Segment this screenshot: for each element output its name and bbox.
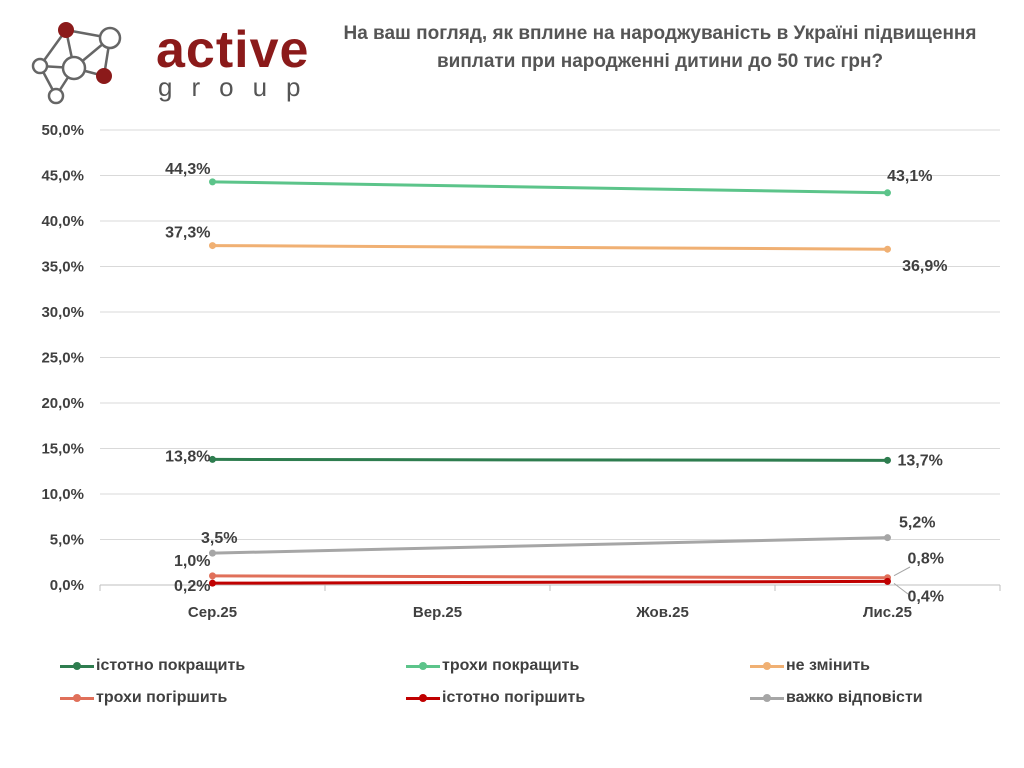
legend: істотно покращить трохи покращить не зміни… — [60, 654, 1020, 724]
data-label: 0,2% — [174, 578, 210, 595]
data-label: 36,9% — [902, 258, 947, 275]
legend-swatch — [750, 693, 784, 702]
data-point — [884, 577, 891, 585]
data-point — [209, 579, 216, 587]
data-point — [209, 178, 216, 186]
data-point — [209, 572, 216, 580]
legend-item: не змінить — [750, 654, 870, 678]
legend-item: істотно погіршить — [406, 686, 585, 710]
y-tick-label: 50,0% — [41, 122, 84, 139]
data-point — [209, 242, 216, 250]
legend-swatch — [406, 693, 440, 702]
data-label: 5,2% — [899, 515, 935, 532]
data-labels: 13,8% 13,7% 44,3% 43,1% 37,3% 36,9% 1,0% 0,8% 0,… — [165, 161, 947, 605]
series-line — [212, 244, 888, 251]
data-point — [884, 245, 891, 253]
legend-item: трохи покращить — [406, 654, 579, 678]
series-line — [212, 536, 888, 555]
leader-line — [893, 566, 911, 577]
y-tick-label: 35,0% — [41, 259, 84, 276]
data-label: 13,7% — [898, 452, 943, 469]
data-label: 0,4% — [908, 588, 944, 605]
x-tick-label: Вер.25 — [413, 604, 462, 621]
y-tick-label: 20,0% — [41, 395, 84, 412]
data-point — [884, 456, 891, 464]
chart-title: На ваш погляд, як вплине на народжуваніс… — [343, 23, 977, 72]
series-line — [212, 574, 888, 580]
data-label: 3,5% — [201, 530, 237, 547]
legend-item: істотно покращить — [60, 654, 245, 678]
data-point — [884, 189, 891, 197]
data-point — [209, 455, 216, 463]
legend-swatch — [750, 661, 784, 670]
legend-label: не змінить — [786, 657, 871, 674]
x-tick-label: Лис.25 — [863, 604, 912, 621]
y-tick-label: 10,0% — [41, 486, 84, 503]
data-label: 0,8% — [908, 551, 944, 568]
x-tick-label: Сер.25 — [188, 604, 237, 621]
legend-label: істотно погіршить — [442, 689, 586, 706]
series-group — [209, 178, 891, 587]
data-label: 37,3% — [165, 225, 210, 242]
legend-label: трохи погіршить — [96, 689, 228, 706]
logo-network-icon — [31, 22, 122, 105]
y-axis: 0,0% 5,0% 10,0% 15,0% 20,0% 25,0% 30,0% 35,0% 40… — [41, 122, 84, 594]
series-line — [212, 180, 888, 195]
series-line — [212, 457, 888, 462]
y-tick-label: 40,0% — [41, 213, 84, 230]
leader-line — [893, 582, 909, 595]
y-tick-label: 5,0% — [50, 532, 84, 549]
data-label: 43,1% — [887, 168, 932, 185]
line-chart: 0,0% 5,0% 10,0% 15,0% 20,0% 25,0% 30,0% 35,0% 40… — [41, 122, 1001, 621]
data-point — [884, 534, 891, 542]
y-tick-label: 15,0% — [41, 441, 84, 458]
legend-swatch — [406, 661, 440, 670]
logo-subword: group — [158, 72, 320, 102]
logo-wordmark: active — [156, 21, 310, 79]
y-tick-label: 30,0% — [41, 304, 84, 321]
legend-swatch — [60, 661, 94, 670]
logo: active group — [18, 14, 318, 114]
data-label: 1,0% — [174, 553, 210, 570]
y-tick-label: 45,0% — [41, 168, 84, 185]
data-label: 13,8% — [165, 448, 210, 465]
y-tick-label: 25,0% — [41, 350, 84, 367]
grid — [100, 129, 1000, 586]
legend-label: істотно покращить — [96, 657, 246, 674]
data-point — [209, 549, 216, 557]
legend-item: трохи погіршить — [60, 686, 227, 710]
legend-label: трохи покращить — [442, 657, 580, 674]
y-tick-label: 0,0% — [50, 577, 84, 594]
x-axis: Сер.25 Вер.25 Жов.25 Лис.25 — [99, 585, 1001, 621]
legend-label: важко відповісти — [786, 689, 923, 706]
x-tick-label: Жов.25 — [635, 604, 689, 621]
legend-swatch — [60, 693, 94, 702]
series-line — [212, 579, 888, 585]
data-label: 44,3% — [165, 161, 210, 178]
legend-item: важко відповісти — [750, 686, 923, 710]
